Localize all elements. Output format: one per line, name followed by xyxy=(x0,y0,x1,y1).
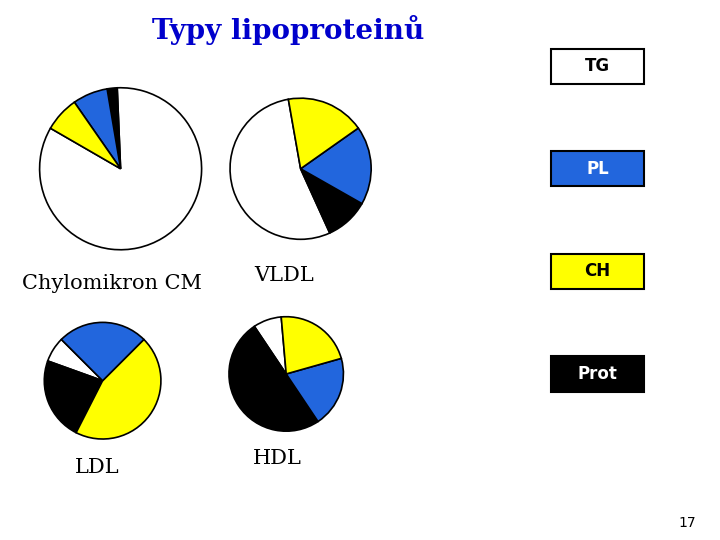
Text: HDL: HDL xyxy=(253,449,302,469)
Wedge shape xyxy=(229,326,318,431)
FancyBboxPatch shape xyxy=(551,254,644,289)
Wedge shape xyxy=(301,128,371,204)
Text: 17: 17 xyxy=(679,516,696,530)
Wedge shape xyxy=(40,88,202,249)
Wedge shape xyxy=(254,317,287,374)
Text: 50%: 50% xyxy=(260,376,294,391)
FancyBboxPatch shape xyxy=(551,356,644,392)
Wedge shape xyxy=(282,317,341,374)
Wedge shape xyxy=(288,98,359,168)
Wedge shape xyxy=(61,322,144,381)
Text: CH: CH xyxy=(585,262,611,280)
Text: Chylomikron CM: Chylomikron CM xyxy=(22,274,202,293)
Text: LDL: LDL xyxy=(75,457,120,477)
FancyBboxPatch shape xyxy=(551,49,644,84)
Wedge shape xyxy=(74,89,121,168)
Wedge shape xyxy=(301,168,362,233)
Text: 54%: 54% xyxy=(267,141,302,156)
Wedge shape xyxy=(107,88,121,168)
Text: 45%: 45% xyxy=(80,335,114,350)
Text: TG: TG xyxy=(585,57,610,75)
Wedge shape xyxy=(45,361,103,433)
Text: VLDL: VLDL xyxy=(255,266,314,285)
Wedge shape xyxy=(48,340,103,381)
Text: PL: PL xyxy=(586,160,609,178)
Wedge shape xyxy=(76,340,161,439)
FancyBboxPatch shape xyxy=(551,151,644,186)
Wedge shape xyxy=(230,99,330,239)
Text: Prot: Prot xyxy=(577,365,618,383)
Text: Typy lipoproteinů: Typy lipoproteinů xyxy=(152,15,424,45)
Wedge shape xyxy=(50,102,121,168)
Text: 84%: 84% xyxy=(94,136,129,151)
Wedge shape xyxy=(287,359,343,422)
